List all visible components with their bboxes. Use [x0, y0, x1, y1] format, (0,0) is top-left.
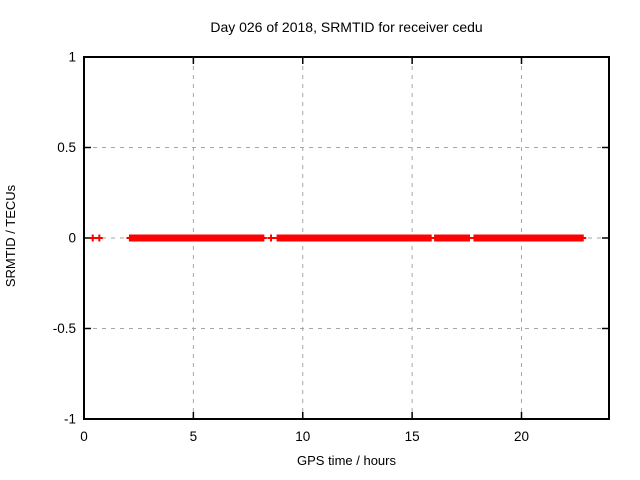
data-segment	[277, 234, 431, 242]
y-tick-label: -1	[64, 412, 76, 427]
data-point-marker	[274, 234, 282, 242]
chart-title: Day 026 of 2018, SRMTID for receiver ced…	[210, 19, 483, 35]
x-tick-label: 15	[405, 429, 420, 444]
data-point-marker	[470, 234, 478, 242]
x-tick-label: 20	[514, 429, 529, 444]
y-tick-label: 1	[68, 50, 76, 65]
data-segment	[129, 234, 264, 242]
data-point-marker	[126, 234, 134, 242]
y-tick-label: 0.5	[57, 140, 76, 155]
y-tick-label: -0.5	[53, 321, 76, 336]
data-segment	[474, 234, 583, 242]
data-point-marker	[579, 234, 587, 242]
x-tick-label: 0	[80, 429, 88, 444]
x-axis-label: GPS time / hours	[297, 453, 396, 468]
data-segment	[435, 234, 469, 242]
data-point-marker	[95, 234, 103, 242]
x-tick-label: 10	[295, 429, 310, 444]
data-point-marker	[89, 234, 97, 242]
y-tick-label: 0	[68, 231, 76, 246]
data-point-marker	[431, 234, 439, 242]
data-point-marker	[267, 234, 275, 242]
data-point-marker	[259, 234, 267, 242]
x-tick-label: 5	[190, 429, 198, 444]
